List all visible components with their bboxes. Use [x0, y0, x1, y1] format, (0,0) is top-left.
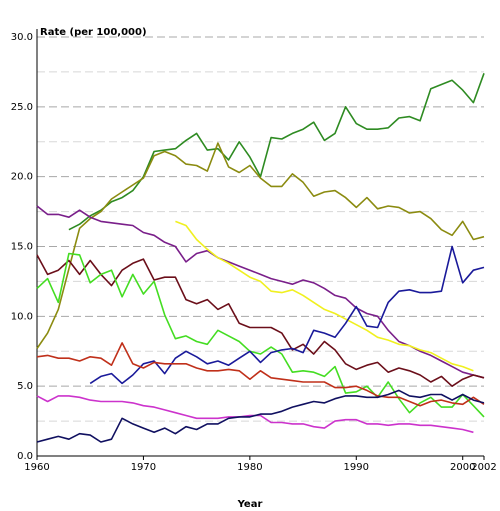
- series-line: [36, 254, 485, 387]
- y-tick-label: 25.0: [11, 102, 33, 113]
- series-line: [175, 220, 474, 372]
- x-tick-label: 1990: [344, 462, 369, 473]
- y-tick-label: 20.0: [11, 172, 33, 183]
- y-tick-label: 5.0: [17, 381, 33, 392]
- x-tick-label: 1960: [24, 462, 49, 473]
- x-tick-label: 2000: [450, 462, 475, 473]
- y-tick-label: 30.0: [11, 32, 33, 43]
- y-tick-label: 0.0: [17, 451, 33, 462]
- series-line: [36, 389, 485, 443]
- series-line: [68, 73, 485, 231]
- x-tick-label: 1980: [237, 462, 262, 473]
- x-axis-label: Year: [237, 499, 263, 510]
- y-axis-label: Rate (per 100,000): [40, 27, 147, 38]
- series-line: [36, 252, 485, 418]
- x-tick-label: 1970: [131, 462, 156, 473]
- y-tick-label: 15.0: [11, 242, 33, 253]
- x-tick-label: 2002: [471, 462, 496, 473]
- y-tick-label: 10.0: [11, 311, 33, 322]
- series-line: [36, 142, 485, 349]
- series-line: [36, 342, 485, 407]
